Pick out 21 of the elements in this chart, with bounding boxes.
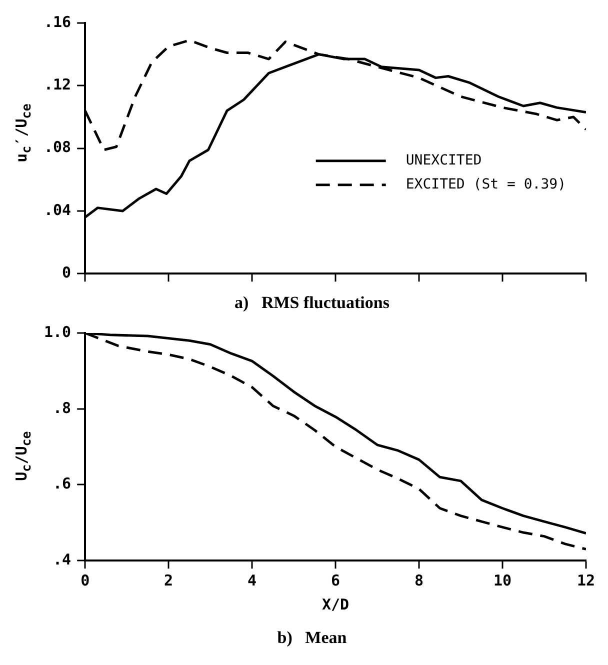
y-tick-label: .08 — [44, 138, 72, 156]
y-tick-label: 0 — [62, 263, 72, 282]
x-axis-title: X/D — [322, 595, 350, 614]
x-tick-label: 6 — [331, 571, 340, 590]
legend-label: UNEXCITED — [406, 152, 482, 168]
x-tick-label: 12 — [576, 571, 596, 590]
y-tick-label: .04 — [44, 200, 72, 219]
text: b) Mean — [277, 628, 348, 648]
y-tick-label: .8 — [53, 398, 72, 417]
x-tick-label: 2 — [164, 571, 174, 590]
y-tick-label: .6 — [53, 474, 72, 493]
x-tick-label: 4 — [248, 571, 257, 590]
legend-label: EXCITED (St = 0.39) — [406, 176, 566, 192]
y-tick-label: .12 — [44, 76, 72, 94]
y-tick-label: .4 — [53, 550, 72, 568]
x-tick-label: 0 — [80, 571, 90, 590]
y-tick-label: 1.0 — [44, 322, 72, 341]
y-tick-label: .16 — [44, 12, 72, 31]
text: a) RMS fluctuations — [234, 293, 390, 312]
x-tick-label: 8 — [414, 571, 424, 590]
x-tick-label: 10 — [493, 571, 512, 590]
